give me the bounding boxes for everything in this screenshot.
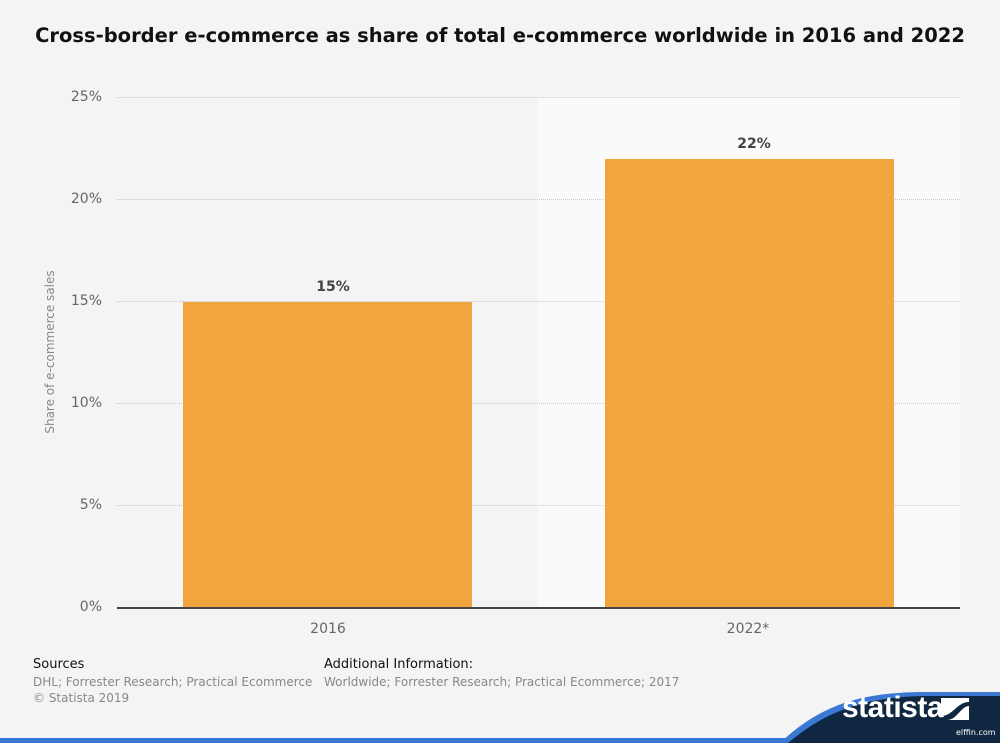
gridline (117, 403, 960, 404)
sources-text[interactable]: DHL; Forrester Research; Practical Ecomm… (33, 675, 313, 689)
footer-band (0, 738, 1000, 743)
bar-2016[interactable] (183, 302, 472, 608)
bar-2022[interactable] (605, 159, 894, 608)
statista-logo-icon (941, 698, 969, 720)
x-tick: 2022* (726, 621, 770, 637)
gridline (117, 97, 960, 98)
sources-heading: Sources (33, 657, 85, 672)
bar-value-label: 22% (737, 136, 771, 152)
additional-info-text: Worldwide; Forrester Research; Practical… (324, 675, 680, 689)
gridline (117, 505, 960, 506)
y-tick: 10% (70, 395, 102, 411)
additional-info-heading: Additional Information: (324, 657, 474, 672)
plot-area: 15% 22% (117, 97, 960, 608)
y-tick: 25% (70, 89, 102, 105)
chart-title: Cross-border e-commerce as share of tota… (35, 24, 965, 47)
x-axis-line (117, 607, 960, 609)
gridline (117, 301, 960, 302)
y-tick: 5% (79, 497, 102, 513)
gridline (117, 199, 960, 200)
statista-logo[interactable]: statista (842, 691, 944, 724)
copyright: © Statista 2019 (33, 691, 130, 705)
y-tick: 15% (70, 293, 102, 309)
bar-value-label: 15% (316, 279, 350, 295)
y-tick: 20% (70, 191, 102, 207)
watermark-credit: elffin.com (956, 728, 996, 737)
y-tick: 0% (79, 599, 102, 615)
x-tick: 2016 (310, 621, 346, 637)
